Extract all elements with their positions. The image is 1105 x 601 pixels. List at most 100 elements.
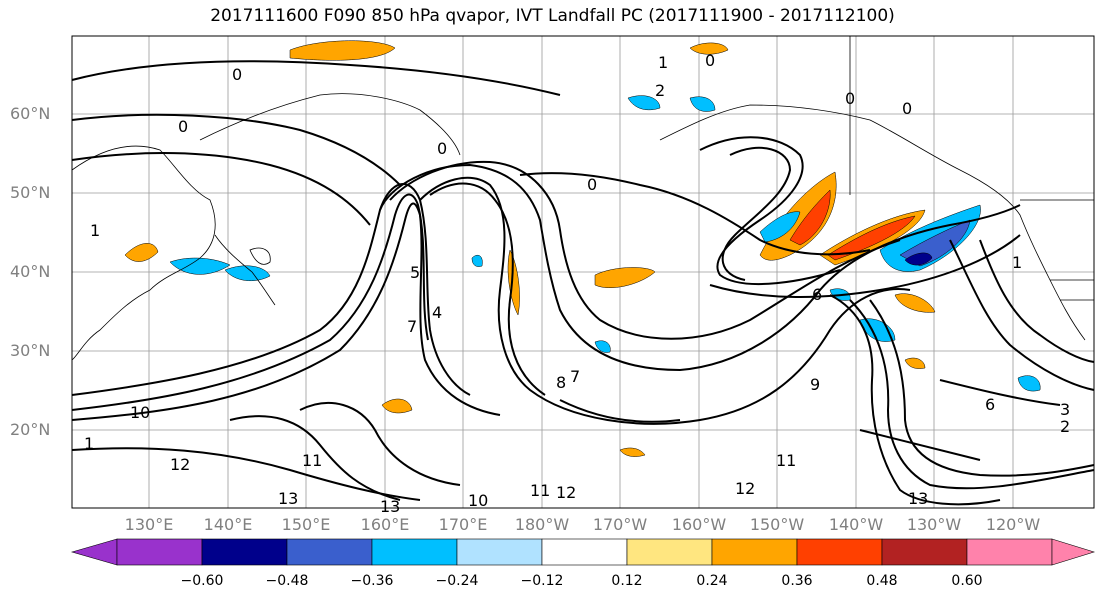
contour-label: 5 bbox=[410, 263, 420, 282]
lon-label: 140°W bbox=[828, 515, 884, 534]
colorbar-tick-label: −0.60 bbox=[180, 573, 224, 589]
colorbar-tick-label: 0.36 bbox=[781, 573, 813, 589]
lat-label: 60°N bbox=[10, 104, 51, 123]
lon-label: 150°E bbox=[281, 515, 331, 534]
lon-label: 180°W bbox=[514, 515, 570, 534]
contour-label: 4 bbox=[432, 303, 442, 322]
lon-label: 160°E bbox=[360, 515, 410, 534]
colorbar-tick-label: −0.48 bbox=[265, 573, 309, 589]
contour-label: 0 bbox=[705, 51, 715, 70]
contour-label: 1 bbox=[90, 221, 100, 240]
ivt-contours bbox=[71, 60, 1095, 506]
negative-anomaly-patch bbox=[904, 252, 933, 266]
map-title: 2017111600 F090 850 hPa qvapor, IVT Land… bbox=[210, 6, 895, 26]
colorbar-tick-label: 0.48 bbox=[866, 573, 898, 589]
gridlines bbox=[72, 36, 1094, 508]
contour-label: 3 bbox=[1060, 400, 1070, 419]
positive-anomaly-patch bbox=[289, 40, 396, 61]
contour-label: 11 bbox=[776, 451, 796, 470]
colorbar-segment bbox=[371, 538, 458, 566]
positive-anomaly-patch bbox=[789, 189, 831, 246]
contour-label: 10 bbox=[468, 491, 488, 510]
contour-label: 2 bbox=[1060, 417, 1070, 436]
contour-label: 12 bbox=[170, 455, 190, 474]
colorbar-tick-label: −0.12 bbox=[520, 573, 564, 589]
lat-label: 30°N bbox=[10, 341, 51, 360]
contour-label: 0 bbox=[902, 99, 912, 118]
contour-label: 0 bbox=[845, 89, 855, 108]
colorbar-tick-label: 0.60 bbox=[951, 573, 983, 589]
colorbar-tick-label: 0.24 bbox=[696, 573, 728, 589]
lon-label: 130°W bbox=[906, 515, 962, 534]
contour-label: 13 bbox=[380, 497, 400, 516]
contour-label: 6 bbox=[812, 285, 822, 304]
map-frame bbox=[71, 35, 1095, 509]
contour-label: 11 bbox=[530, 481, 550, 500]
contour-label: 8 bbox=[556, 373, 566, 392]
lat-label: 20°N bbox=[10, 420, 51, 439]
colorbar-segment bbox=[541, 538, 628, 566]
contour-label: 7 bbox=[407, 317, 417, 336]
positive-anomaly-patch bbox=[689, 42, 729, 55]
positive-anomaly-patch bbox=[507, 249, 520, 316]
lon-label: 130°E bbox=[124, 515, 174, 534]
contour-label: 13 bbox=[908, 489, 928, 508]
coastlines bbox=[71, 36, 1094, 361]
negative-anomaly-patch bbox=[169, 257, 231, 275]
negative-anomaly-patch bbox=[759, 211, 801, 243]
contour-label: 1 bbox=[658, 53, 668, 72]
contour-label: 0 bbox=[232, 65, 242, 84]
colorbar-segment bbox=[796, 538, 883, 566]
colorbar bbox=[70, 538, 1096, 566]
positive-anomaly-patch bbox=[594, 267, 656, 288]
negative-anomaly-patch bbox=[471, 255, 483, 267]
lon-label: 170°W bbox=[592, 515, 648, 534]
contour-label: 6 bbox=[985, 395, 995, 414]
contour-label: 13 bbox=[278, 489, 298, 508]
colorbar-segment bbox=[201, 538, 288, 566]
lat-label: 40°N bbox=[10, 262, 51, 281]
contour-label: 9 bbox=[810, 375, 820, 394]
colorbar-segment bbox=[116, 538, 203, 566]
contour-label: 7 bbox=[570, 367, 580, 386]
positive-anomaly-patch bbox=[124, 243, 159, 262]
negative-anomaly-patch bbox=[627, 95, 661, 111]
positive-anomaly-patch bbox=[904, 357, 926, 369]
colorbar-extend-low bbox=[70, 538, 118, 566]
lat-label: 50°N bbox=[10, 183, 51, 202]
lon-label: 160°W bbox=[671, 515, 727, 534]
negative-anomaly-patch bbox=[224, 265, 271, 282]
contour-labels: 0 0 0 0 0 0 0 1 1 1 1 2 2 3 4 5 6 6 7 7 … bbox=[84, 51, 1070, 516]
lon-label: 170°E bbox=[438, 515, 488, 534]
colorbar-segment bbox=[286, 538, 373, 566]
shaded-anomalies bbox=[124, 40, 1041, 457]
contour-label: 2 bbox=[655, 81, 665, 100]
contour-label: 0 bbox=[587, 175, 597, 194]
colorbar-tick-label: −0.24 bbox=[435, 573, 479, 589]
colorbar-segment bbox=[711, 538, 798, 566]
contour-label: 1 bbox=[1012, 253, 1022, 272]
colorbar-extend-high bbox=[1051, 538, 1096, 566]
lon-label: 140°E bbox=[203, 515, 253, 534]
lon-label: 120°W bbox=[985, 515, 1041, 534]
negative-anomaly-patch bbox=[689, 96, 716, 112]
colorbar-tick-label: −0.36 bbox=[350, 573, 394, 589]
contour-label: 0 bbox=[178, 117, 188, 136]
positive-anomaly-patch bbox=[894, 293, 936, 313]
contour-label: 10 bbox=[130, 403, 150, 422]
contour-label: 11 bbox=[302, 451, 322, 470]
colorbar-segment bbox=[881, 538, 968, 566]
colorbar-tick-label: 0.12 bbox=[611, 573, 643, 589]
contour-label: 12 bbox=[735, 479, 755, 498]
positive-anomaly-patch bbox=[619, 447, 646, 457]
colorbar-segment bbox=[966, 538, 1053, 566]
colorbar-segment bbox=[626, 538, 713, 566]
colorbar-segment bbox=[456, 538, 543, 566]
contour-label: 12 bbox=[556, 483, 576, 502]
positive-anomaly-patch bbox=[381, 398, 413, 414]
contour-label: 0 bbox=[437, 139, 447, 158]
contour-label: 1 bbox=[84, 434, 94, 453]
lon-label: 150°W bbox=[749, 515, 805, 534]
negative-anomaly-patch bbox=[1017, 375, 1041, 392]
